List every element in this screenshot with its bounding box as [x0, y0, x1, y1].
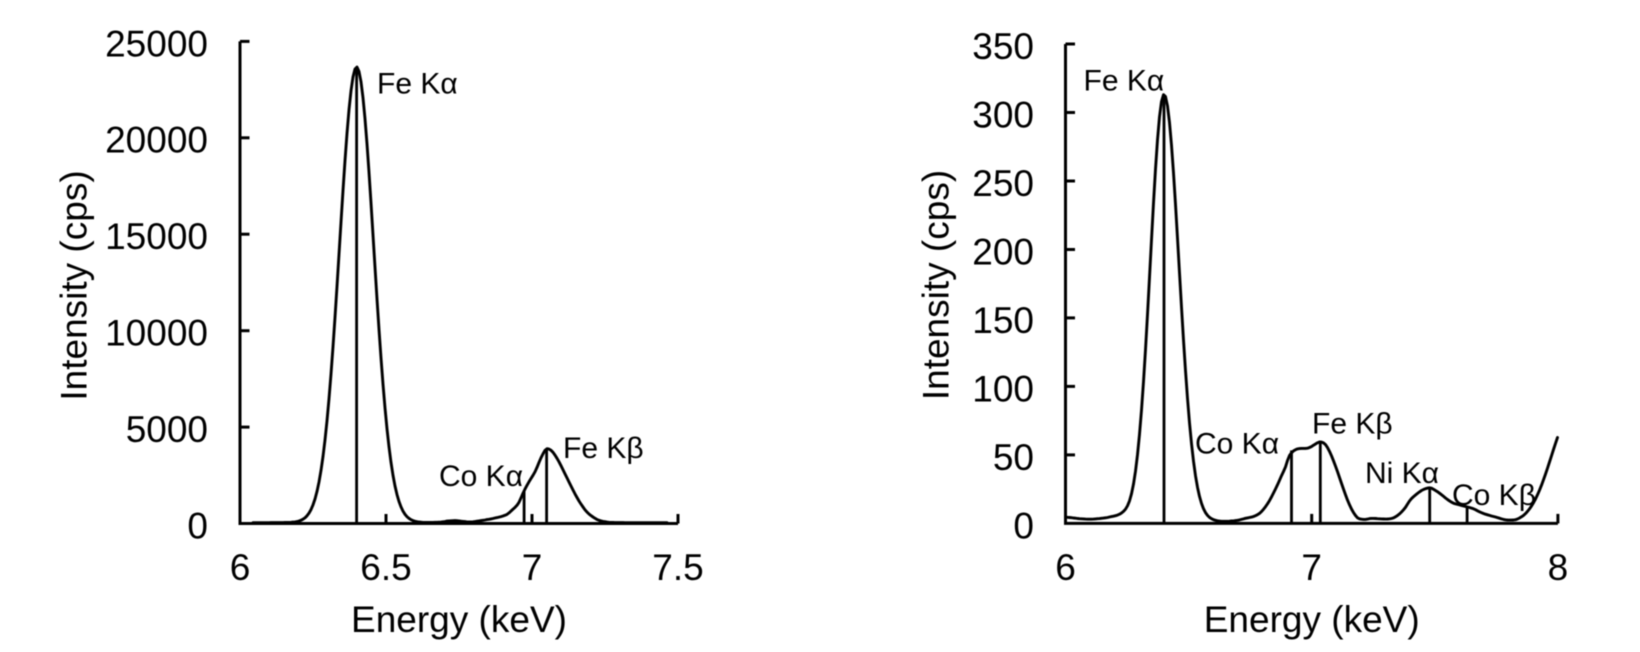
svg-text:Intensity (cps): Intensity (cps)	[54, 170, 95, 400]
svg-text:6: 6	[230, 547, 251, 588]
svg-text:Fe Kβ: Fe Kβ	[1312, 408, 1393, 441]
svg-text:7.5: 7.5	[652, 547, 703, 588]
svg-text:7: 7	[522, 547, 543, 588]
svg-text:50: 50	[993, 437, 1034, 478]
svg-text:Co Kβ: Co Kβ	[1452, 479, 1536, 512]
svg-text:300: 300	[972, 94, 1034, 135]
svg-text:0: 0	[187, 505, 208, 546]
svg-text:Intensity (cps): Intensity (cps)	[916, 170, 957, 400]
svg-text:7: 7	[1301, 547, 1322, 588]
svg-text:10000: 10000	[105, 313, 208, 354]
svg-text:350: 350	[972, 26, 1034, 67]
svg-text:250: 250	[972, 163, 1034, 204]
svg-text:Fe Kα: Fe Kα	[377, 67, 458, 100]
svg-text:15000: 15000	[105, 216, 208, 257]
svg-text:6: 6	[1055, 547, 1076, 588]
svg-text:6.5: 6.5	[360, 547, 411, 588]
svg-text:Co Kα: Co Kα	[1195, 428, 1279, 461]
svg-text:Energy (keV): Energy (keV)	[1204, 599, 1420, 640]
svg-text:150: 150	[972, 300, 1034, 341]
svg-text:0: 0	[1013, 505, 1034, 546]
svg-text:20000: 20000	[105, 120, 208, 161]
svg-text:Energy (keV): Energy (keV)	[351, 599, 567, 640]
svg-text:Fe Kα: Fe Kα	[1084, 64, 1165, 97]
svg-text:8: 8	[1548, 547, 1569, 588]
svg-text:200: 200	[972, 231, 1034, 272]
svg-text:Fe Kβ: Fe Kβ	[563, 432, 644, 465]
svg-text:25000: 25000	[105, 23, 208, 64]
svg-text:Co Kα: Co Kα	[439, 460, 523, 493]
svg-text:5000: 5000	[126, 409, 208, 450]
svg-text:100: 100	[972, 368, 1034, 409]
svg-text:Ni Kα: Ni Kα	[1365, 457, 1439, 490]
